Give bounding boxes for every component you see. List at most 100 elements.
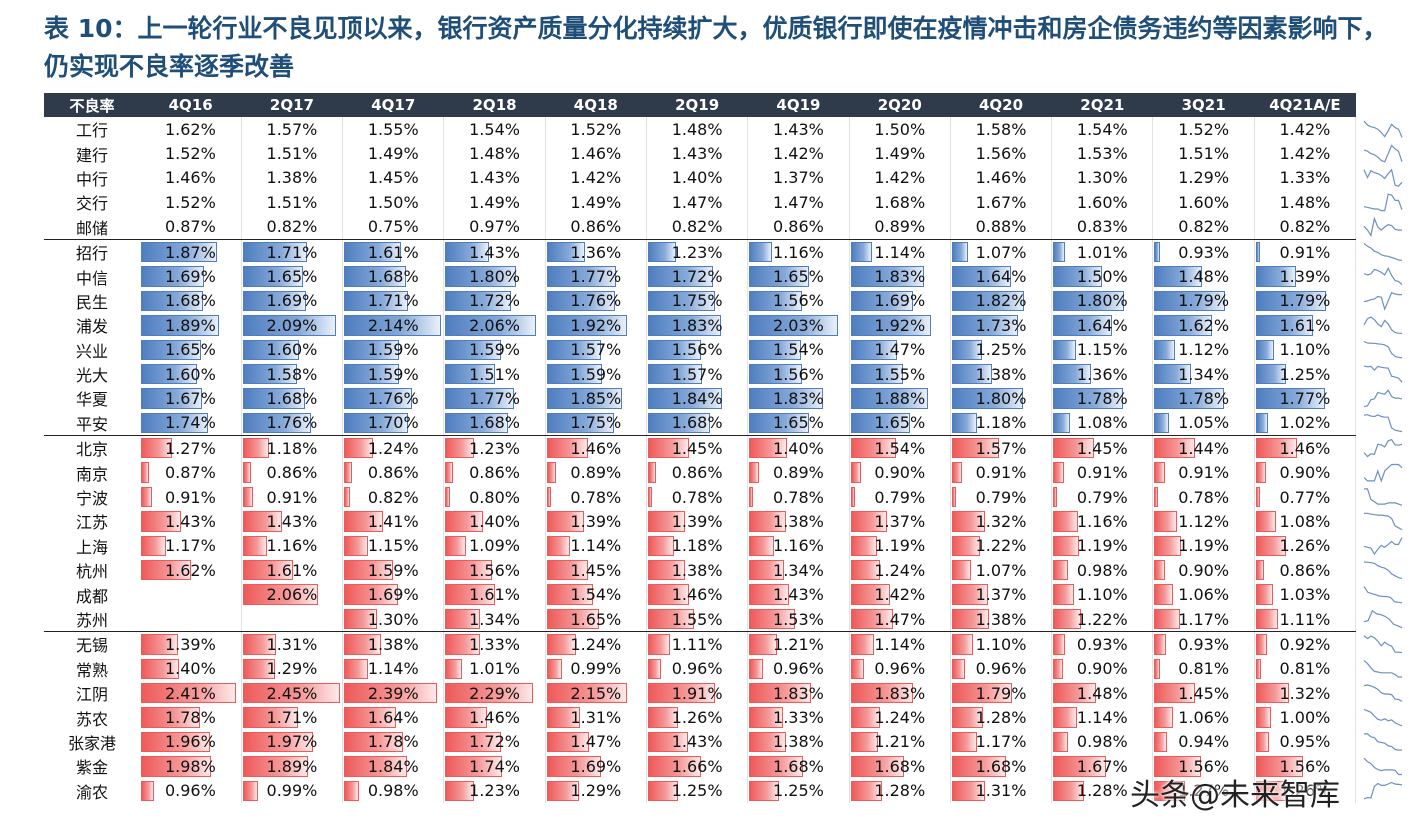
- npl-cell: 0.79%: [1051, 484, 1154, 510]
- npl-cell: 1.71%: [241, 705, 344, 730]
- sparkline: [1363, 684, 1403, 702]
- npl-cell: 1.19%: [849, 533, 951, 559]
- npl-cell: 1.15%: [1051, 337, 1154, 362]
- npl-value: 1.47%: [874, 340, 926, 360]
- data-bar: [141, 658, 180, 679]
- npl-value: 1.88%: [874, 388, 926, 408]
- data-bar: [1154, 462, 1166, 483]
- data-bar: [1255, 707, 1272, 728]
- npl-cell: 0.86%: [443, 460, 546, 485]
- npl-value: 1.43%: [773, 119, 824, 139]
- npl-cell: 1.55%: [646, 606, 749, 633]
- data-bar: [1255, 634, 1267, 655]
- npl-value: 1.57%: [671, 364, 723, 384]
- npl-cell: 0.81%: [1254, 656, 1357, 681]
- npl-cell: 1.19%: [1051, 533, 1154, 559]
- npl-cell: 1.75%: [545, 410, 647, 437]
- npl-value: 1.40%: [671, 168, 723, 188]
- npl-value: 1.14%: [874, 242, 926, 262]
- npl-value: 0.89%: [773, 463, 824, 483]
- npl-cell: 1.52%: [140, 141, 242, 166]
- npl-cell: 1.72%: [443, 729, 546, 755]
- npl-cell: 0.91%: [1051, 460, 1154, 485]
- npl-cell: 1.10%: [1254, 337, 1357, 362]
- data-bar: [1053, 731, 1068, 753]
- npl-value: 0.81%: [1279, 659, 1331, 679]
- npl-value: 0.95%: [1279, 732, 1331, 752]
- npl-cell: 1.40%: [443, 509, 546, 534]
- data-bar: [951, 486, 956, 508]
- npl-cell: 1.54%: [1051, 117, 1154, 142]
- npl-cell: 1.38%: [646, 558, 749, 583]
- npl-value: 2.41%: [164, 683, 216, 703]
- data-bar: [242, 511, 283, 532]
- npl-cell: 1.59%: [342, 558, 445, 583]
- npl-cell: 1.64%: [950, 264, 1053, 289]
- npl-value: 0.83%: [1076, 217, 1128, 237]
- npl-cell: 1.82%: [950, 288, 1053, 314]
- npl-cell: 1.14%: [849, 239, 951, 265]
- page-title: 表 10：上一轮行业不良见顶以来，银行资产质量分化持续扩大，优质银行即使在疫情冲…: [44, 14, 1388, 81]
- npl-value: 1.83%: [874, 683, 926, 703]
- npl-value: 1.31%: [570, 708, 622, 728]
- data-bar: [951, 290, 1025, 312]
- npl-value: 0.89%: [570, 463, 622, 483]
- data-bar: [242, 462, 251, 483]
- npl-value: 1.59%: [367, 364, 419, 384]
- npl-value: 1.57%: [570, 340, 622, 360]
- npl-value: 0.82%: [367, 487, 419, 507]
- npl-cell: 1.22%: [1051, 606, 1154, 633]
- data-bar: [344, 412, 408, 434]
- npl-value: 1.60%: [1178, 192, 1230, 212]
- bank-name: 浦发: [75, 317, 108, 337]
- table-row: 无锡 1.39% 1.31% 1.38% 1.33% 1.24% 1.11% 1.21% 1.1…: [44, 631, 1357, 657]
- npl-cell: 0.82%: [241, 214, 344, 240]
- data-bar: [1053, 658, 1064, 679]
- bank-name: 江阴: [75, 685, 108, 705]
- data-bar: [546, 486, 551, 508]
- npl-value: 1.48%: [1279, 192, 1331, 212]
- npl-value: 0.79%: [874, 487, 926, 507]
- npl-value: 1.38%: [773, 511, 824, 531]
- data-bar: [344, 707, 396, 728]
- npl-cell: 0.89%: [747, 460, 850, 485]
- npl-value: 1.49%: [570, 192, 622, 212]
- npl-value: 0.86%: [469, 463, 520, 483]
- data-bar: [749, 462, 759, 483]
- npl-cell: 1.39%: [545, 509, 647, 534]
- data-bar: [445, 266, 517, 287]
- table-row: 邮储 0.87% 0.82% 0.75% 0.97% 0.86% 0.82% 0.86% 0.8…: [44, 214, 1357, 240]
- npl-value: 0.93%: [1178, 634, 1230, 654]
- npl-value: 1.56%: [773, 291, 824, 311]
- npl-cell: 1.68%: [849, 190, 951, 215]
- table-row: 南京 0.87% 0.86% 0.86% 0.86% 0.89% 0.86% 0.89% 0.9…: [44, 460, 1357, 485]
- npl-value: 1.68%: [874, 192, 926, 212]
- npl-cell: 1.61%: [342, 239, 445, 265]
- npl-cell: 1.65%: [747, 410, 850, 437]
- npl-cell: 0.97%: [443, 214, 546, 240]
- data-bar: [141, 486, 152, 508]
- npl-value: 0.78%: [671, 487, 723, 507]
- npl-value: 1.65%: [773, 267, 824, 287]
- table-row: 成都 2.06% 1.69% 1.61% 1.54% 1.46% 1.43% 1.42% 1.3…: [44, 582, 1357, 607]
- npl-cell: 1.68%: [646, 410, 749, 437]
- data-bar: [344, 608, 377, 630]
- npl-cell: 1.47%: [849, 337, 951, 362]
- sparkline: [1363, 193, 1403, 212]
- data-bar: [141, 756, 212, 777]
- npl-value: 1.54%: [874, 438, 926, 458]
- npl-value: 1.89%: [266, 756, 318, 776]
- table-row: 华夏 1.67% 1.68% 1.76% 1.77% 1.85% 1.84% 1.83% 1.8…: [44, 386, 1357, 411]
- data-bar: [951, 707, 984, 728]
- npl-value: 0.86%: [671, 463, 723, 483]
- data-bar: [141, 535, 167, 557]
- npl-cell: 1.56%: [443, 558, 546, 583]
- npl-value: 1.43%: [773, 585, 824, 605]
- data-bar: [647, 412, 711, 434]
- npl-value: 1.66%: [671, 756, 723, 776]
- npl-cell: 1.84%: [646, 386, 749, 411]
- npl-value: 1.32%: [975, 511, 1027, 531]
- npl-value: 1.03%: [1279, 585, 1331, 605]
- sparkline: [1364, 488, 1403, 506]
- npl-value: 1.54%: [1076, 119, 1128, 139]
